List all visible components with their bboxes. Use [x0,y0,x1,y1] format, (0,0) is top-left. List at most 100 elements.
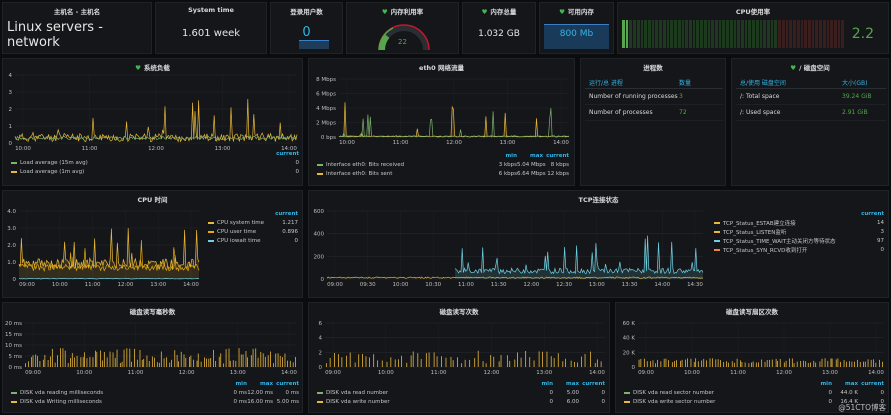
legend-column-min[interactable]: min [505,152,517,159]
bargauge-segment [774,20,778,48]
legend-column-current[interactable]: current [276,150,299,157]
x-tick-label: 13:00 [500,140,516,146]
users-sparkline [299,40,329,49]
legend-column-current[interactable]: current [276,380,299,387]
legend-item[interactable]: DISK vda read number 0 5.00 0 [317,388,605,397]
legend-column-min[interactable]: min [541,380,553,387]
legend-item[interactable]: DISK vda reading milliseconds 0 ms 12.00 m… [11,388,299,397]
bargauge-segment [677,20,681,48]
y-tick-label: 3.0 [7,226,16,232]
legend-item[interactable]: DISK vda write sector number 0 16.4 K 0 [624,397,884,406]
x-tick-label: 10:00 [378,370,394,376]
x-tick-label: 10:00 [684,370,700,376]
bargauge-segment [681,20,685,48]
mem-total-title: 内存总量 [490,8,517,16]
disk-space-header-value[interactable]: 大小(GB) [842,80,868,87]
legend-column-max[interactable]: max [260,380,273,387]
legend-item[interactable]: Interface eth0: Bits sent 6 kbps 6.64 Mbps… [317,169,569,178]
bargauge-segment [722,20,726,48]
hostname-title: 主机名 - 主机名 [53,8,101,16]
tcp-timewait-series [454,235,704,275]
legend-column-max[interactable]: max [845,380,858,387]
legend-item[interactable]: Load average (15m avg) 0 [11,158,299,167]
legend-item[interactable]: TCP_Status_LISTEN监听 3 [714,227,884,236]
y-tick-label: 0 [321,277,325,283]
legend-column-min[interactable]: min [820,380,832,387]
bargauge-segment [644,20,648,48]
legend-series-name: DISK vda read sector number [633,389,714,396]
legend-item[interactable]: TCP_Status_ESTAB建立连接 14 [714,218,884,227]
x-tick-label: 09:00 [25,370,41,376]
legend-column-current[interactable]: current [861,380,884,387]
disk-space-header-name[interactable]: 总/使用 磁盘空间 [740,80,786,87]
x-tick-label: 11:00 [82,146,98,152]
bargauge-segment [785,20,789,48]
legend-item[interactable]: TCP_Status_SYN_RCVD收到打开 0 [714,245,884,254]
legend-column-min[interactable]: min [235,380,247,387]
legend-item[interactable]: CPU system time 1.217 [208,218,298,227]
mem-total-panel: ♥ 内存总量 1.032 GB [462,2,536,54]
disk-count-panel: 磁盘读写次数 6 4 2 0 09:00 10:00 11:00 12:00 13:00 14:0… [308,302,610,413]
series-swatch [208,221,214,224]
cpu-time-legend: current CPU system time 1.217 CPU user time… [208,209,298,245]
legend-item[interactable]: CPU iowait time 0 [208,236,298,245]
bargauge-segment [666,20,670,48]
bargauge-segment [655,20,659,48]
legend-series-name: Interface eth0: Bits received [326,161,405,168]
legend-item[interactable]: Interface eth0: Bits received 3 kbps 5.04 … [317,160,569,169]
legend-series-name: TCP_Status_LISTEN监听 [723,229,787,236]
legend-value-current: 8 kbps [550,161,569,168]
legend-series-name: DISK vda read number [326,389,389,396]
legend-series-name: DISK vda reading milliseconds [20,389,104,396]
tcp-panel: TCP连接状态 600 400 200 0 09:00 09:30 10:00 10:30 11… [308,190,889,298]
x-tick-label: 13:00 [230,370,246,376]
cpu-util-value: 2.2 [851,26,874,42]
mem-util-title: 内存利用率 [390,8,424,16]
bargauge-segment [633,20,636,48]
processes-panel: 进程数 运行/总 进程 数量 Number of running processe… [580,58,726,186]
legend-column-current[interactable]: current [275,210,298,217]
legend-item[interactable]: CPU user time 0.896 [208,227,298,236]
legend-item[interactable]: Load average (1m avg) 0 [11,167,299,176]
processes-header-value[interactable]: 数量 [679,80,692,87]
legend-header: min max current [317,379,605,388]
legend-value-min: 3 kbps [498,161,517,168]
processes-header-name[interactable]: 运行/总 进程 [589,80,623,87]
legend-column-current[interactable]: current [546,152,569,159]
bargauge-segment [744,20,748,48]
eth0-legend: min max current Interface eth0: Bits receiv… [317,151,569,178]
bargauge-segment [793,20,796,48]
heart-icon: ♥ [135,64,141,72]
legend-item[interactable]: DISK vda Writing milliseconds 0 ms 16.00 m… [11,397,299,406]
x-tick-label: 12:00 [117,282,133,288]
bargauge-segment [819,20,822,48]
mem-util-panel: ♥ 内存利用率 22 [346,2,459,54]
bargauge-segment [822,20,826,48]
bargauge-segment [714,20,718,48]
legend-item[interactable]: TCP_Status_TIME_WAIT主动关闭方等待状态 97 [714,236,884,245]
system-load-title: 系统负载 [143,64,170,72]
legend-item[interactable]: DISK vda read sector number 0 44.0 K 0 [624,388,884,397]
cpu-system-series-area [19,228,199,279]
series-swatch [11,161,17,164]
legend-column-current[interactable]: current [582,380,605,387]
x-tick-label: 09:00 [327,282,343,288]
eth0-panel: eth0 网络流量 8 Mbps 6 Mbps 4 Mbps 2 Mbps 0 bps 1… [308,58,575,186]
y-tick-label: 60 K [623,321,636,327]
legend-value-current: 1.217 [282,219,298,226]
legend-column-max[interactable]: max [530,152,543,159]
users-title: 登录用户数 [290,8,323,16]
eth0-title: eth0 网络流量 [419,64,464,72]
disk-sector-panel: 磁盘读写扇区次数 60 K 40 K 20 K 0 09:00 10:00 11:00 12:… [615,302,889,413]
legend-column-current[interactable]: current [861,210,884,217]
heart-icon: ♥ [381,8,388,16]
legend-item[interactable]: DISK vda write number 0 6.00 0 [317,397,605,406]
disk-sector-legend: min max current DISK vda read sector number… [624,379,884,406]
x-tick-label: 09:00 [325,370,341,376]
series-swatch [317,400,323,403]
system-load-graph: 4 3 2 1 010:00 11:00 12:00 13:00 14:00 [9,73,298,152]
uptime-title: System time [188,6,234,14]
bargauge-segment [729,20,733,48]
legend-column-max[interactable]: max [566,380,579,387]
